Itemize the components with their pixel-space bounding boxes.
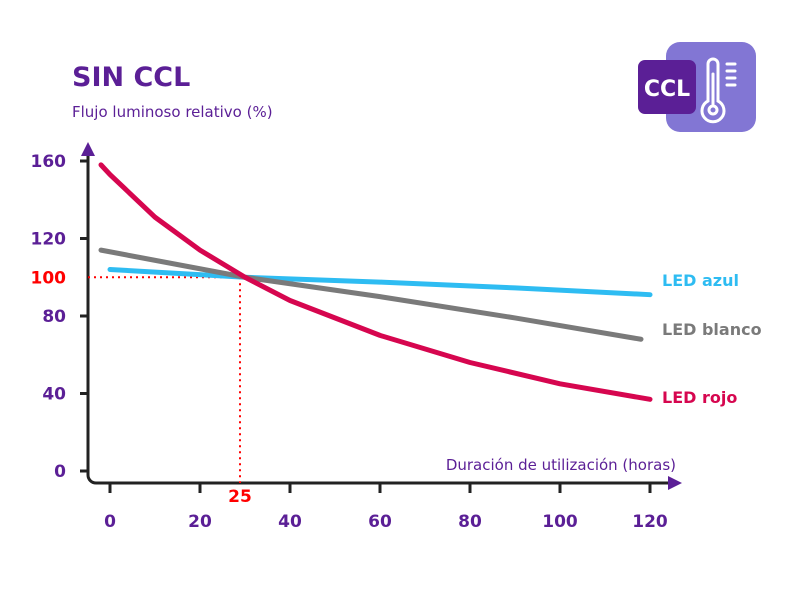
x-tick-label: 80: [458, 512, 482, 532]
x-tick-label: 20: [188, 512, 212, 532]
series-line-led-azul: [107, 267, 653, 298]
y-tick-label: 160: [31, 152, 67, 172]
y-tick-label: 120: [31, 230, 67, 250]
chart-title: SIN CCL: [72, 62, 190, 93]
y-tick-label: 0: [54, 462, 66, 482]
thermometer-icon: [700, 57, 737, 124]
x-tick-label: 120: [632, 512, 668, 532]
x-tick-label: 60: [368, 512, 392, 532]
y-axis-arrow: [81, 142, 95, 156]
badge-ccl-box: [638, 60, 696, 114]
x-tick-label: 40: [278, 512, 302, 532]
x-axis-arrow: [668, 476, 682, 490]
reference-x-label: 25: [228, 487, 252, 507]
series-line-led-rojo: [98, 162, 653, 402]
x-tick-label: 100: [542, 512, 578, 532]
y-axis-label: Flujo luminoso relativo (%): [72, 103, 273, 121]
series-line-led-blanco: [98, 247, 644, 342]
x-tick-label: 0: [104, 512, 116, 532]
reference-y-label: 100: [31, 268, 67, 288]
badge-text: CCL: [644, 77, 690, 102]
legend-label: LED rojo: [662, 388, 737, 407]
ccl-badge: CCL: [638, 42, 756, 132]
y-tick-label: 80: [42, 307, 66, 327]
legend-label: LED blanco: [662, 320, 762, 339]
axes-lines: [86, 150, 670, 485]
y-tick-label: 40: [42, 385, 66, 405]
legend-label: LED azul: [662, 271, 739, 290]
x-axis-label: Duración de utilización (horas): [446, 456, 676, 474]
